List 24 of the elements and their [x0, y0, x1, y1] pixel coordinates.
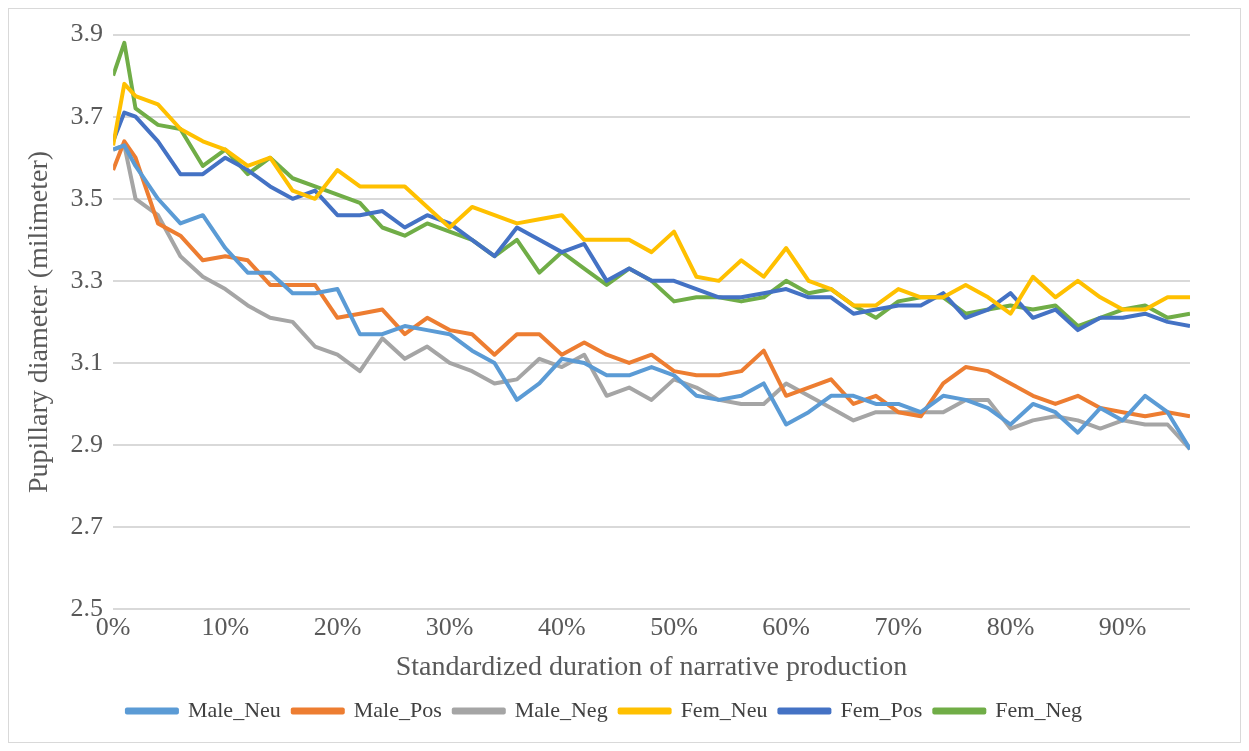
y-tick-label: 3.3: [70, 264, 104, 294]
x-tick-label: 80%: [986, 611, 1035, 641]
legend-label: Fem_Pos: [840, 696, 923, 722]
y-tick-label: 3.5: [70, 182, 104, 212]
legend-label: Fem_Neu: [680, 696, 768, 722]
y-tick-label: 3.9: [70, 18, 104, 48]
y-axis-title: Pupillary diameter (milimeter): [22, 150, 54, 493]
y-tick-label: 3.7: [70, 100, 104, 130]
legend-label: Fem_Neg: [995, 696, 1083, 722]
y-tick-label: 3.1: [70, 346, 104, 376]
legend-label: Male_Neg: [514, 696, 608, 722]
x-tick-label: 90%: [1098, 611, 1147, 641]
x-tick-label: 30%: [425, 611, 474, 641]
y-tick-label: 2.7: [70, 510, 104, 540]
x-tick-label: 60%: [762, 611, 810, 641]
x-tick-label: 50%: [650, 611, 698, 641]
y-tick-label: 2.9: [70, 428, 104, 458]
x-tick-label: 40%: [537, 611, 586, 641]
x-tick-label: 20%: [313, 611, 362, 641]
legend-label: Male_Neu: [187, 696, 281, 722]
x-tick-label: 10%: [201, 611, 250, 641]
x-tick-label: 70%: [874, 611, 923, 641]
x-axis-title: Standardized duration of narrative production: [395, 649, 908, 681]
legend-label: Male_Pos: [353, 696, 442, 722]
